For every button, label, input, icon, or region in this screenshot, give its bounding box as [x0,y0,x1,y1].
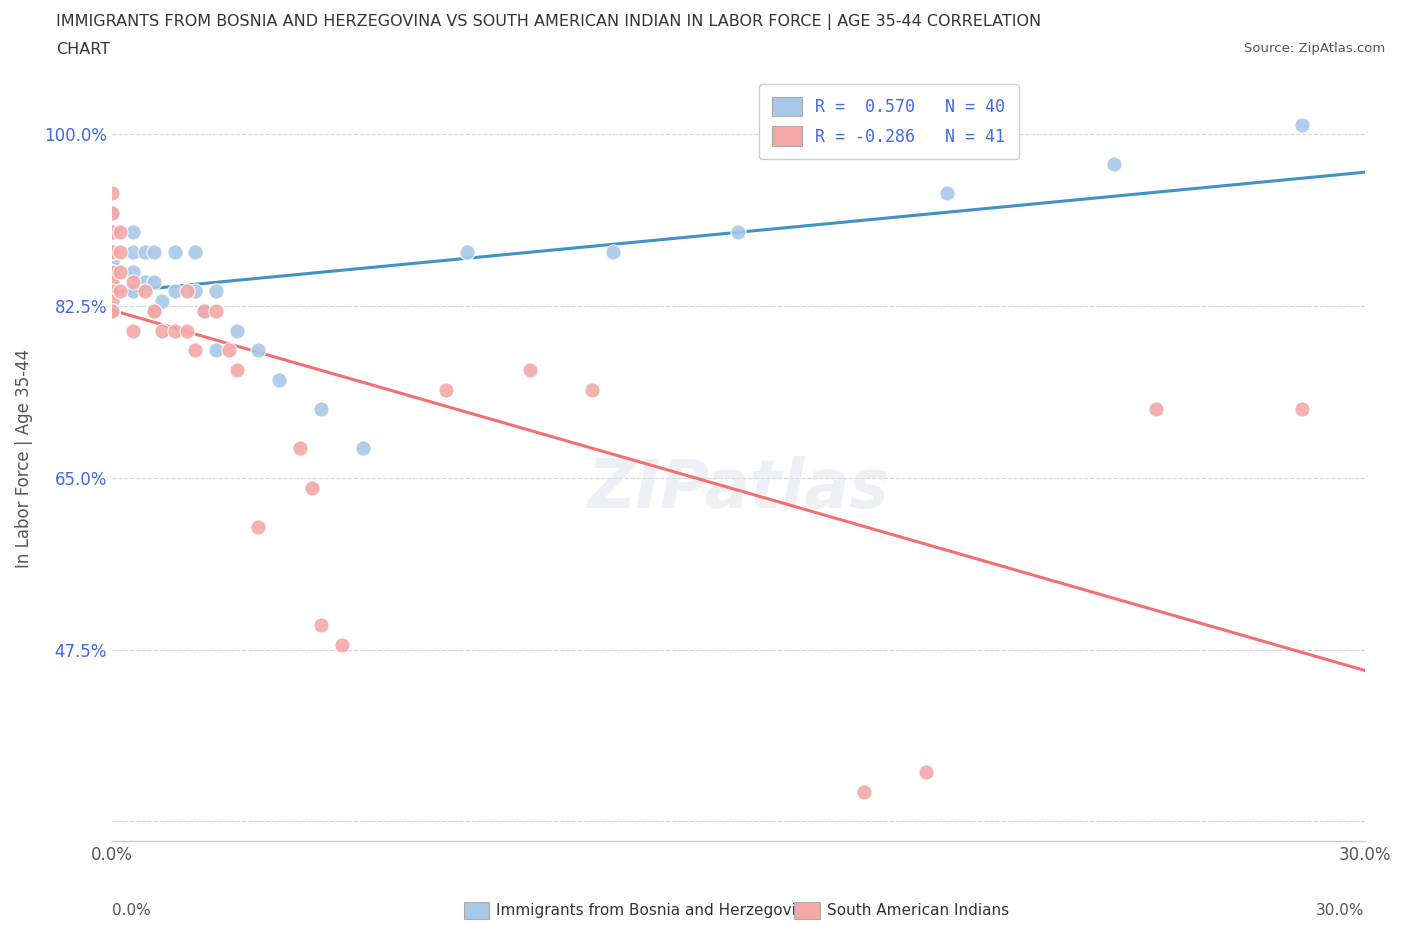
Point [134,274,156,289]
Point [150,324,173,339]
Point [184,343,207,358]
Point [163,324,186,339]
Point [101,284,124,299]
Point [163,245,186,259]
Point [184,245,207,259]
Point [352,441,374,456]
Point [602,245,624,259]
Point [134,284,156,299]
Point [142,303,165,318]
Point [101,274,124,289]
Point [301,480,323,495]
Point [309,618,332,632]
Point [101,303,124,318]
Point [163,284,186,299]
Point [110,245,132,259]
Point [101,303,124,318]
Point [205,284,228,299]
Point [193,303,215,318]
Point [205,343,228,358]
Text: IMMIGRANTS FROM BOSNIA AND HERZEGOVINA VS SOUTH AMERICAN INDIAN IN LABOR FORCE |: IMMIGRANTS FROM BOSNIA AND HERZEGOVINA V… [56,14,1042,30]
Point [101,245,124,259]
Text: Immigrants from Bosnia and Herzegovina: Immigrants from Bosnia and Herzegovina [496,903,815,918]
Point [121,324,143,339]
Point [101,274,124,289]
Point [101,245,124,259]
Point [101,303,124,318]
Point [1144,402,1167,417]
Point [727,225,749,240]
Point [330,637,353,652]
Text: 0.0%: 0.0% [112,903,150,918]
Point [218,343,240,358]
Point [247,343,270,358]
Point [101,264,124,279]
Point [1102,156,1125,171]
Point [101,245,124,259]
Point [134,245,156,259]
Point [110,225,132,240]
Point [193,303,215,318]
Point [101,245,124,259]
Point [288,441,311,456]
Point [110,264,132,279]
Point [101,225,124,240]
Point [205,303,228,318]
Point [101,264,124,279]
Point [150,294,173,309]
Point [1291,402,1313,417]
Point [101,206,124,220]
Point [434,382,457,397]
Point [184,284,207,299]
Point [101,206,124,220]
Text: South American Indians: South American Indians [827,903,1010,918]
Point [101,264,124,279]
Point [101,255,124,270]
Y-axis label: In Labor Force | Age 35-44: In Labor Force | Age 35-44 [15,349,32,568]
Point [101,186,124,201]
Legend: R =  0.570   N = 40, R = -0.286   N = 41: R = 0.570 N = 40, R = -0.286 N = 41 [759,84,1019,159]
Point [226,324,249,339]
Point [247,520,270,535]
Text: ZIPatlas: ZIPatlas [588,456,890,522]
Point [101,225,124,240]
Point [519,363,541,378]
Point [121,225,143,240]
Text: 30.0%: 30.0% [1316,903,1365,918]
Point [176,324,198,339]
Point [121,284,143,299]
Text: CHART: CHART [56,42,110,57]
Point [936,186,959,201]
Point [142,245,165,259]
Point [915,764,938,779]
Point [1291,117,1313,132]
Point [456,245,478,259]
Point [226,363,249,378]
Point [581,382,603,397]
Point [852,785,875,800]
Point [110,284,132,299]
Point [142,303,165,318]
Point [121,245,143,259]
Point [101,245,124,259]
Point [101,284,124,299]
Text: Source: ZipAtlas.com: Source: ZipAtlas.com [1244,42,1385,55]
Point [101,294,124,309]
Point [176,284,198,299]
Point [309,402,332,417]
Point [121,264,143,279]
Point [267,372,290,387]
Point [142,303,165,318]
Point [142,274,165,289]
Point [101,284,124,299]
Point [121,274,143,289]
